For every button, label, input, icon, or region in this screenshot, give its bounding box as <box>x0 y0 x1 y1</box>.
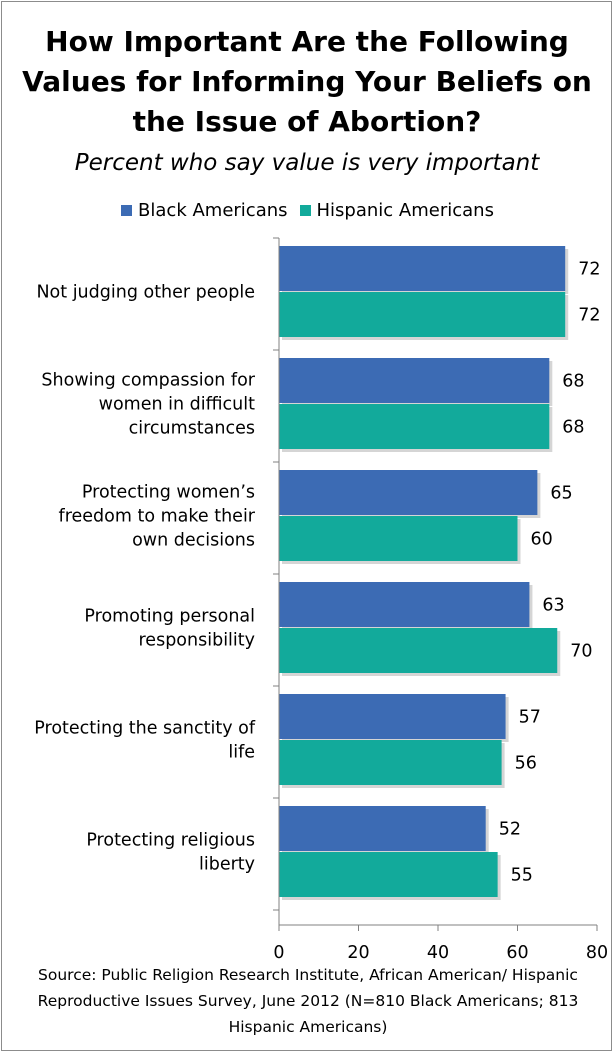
value-label: 57 <box>519 708 541 728</box>
source-note: Source: Public Religion Research Institu… <box>37 966 579 1036</box>
value-label: 52 <box>499 820 521 840</box>
value-label: 68 <box>562 418 584 438</box>
legend-item-black-americans: Black Americans <box>121 200 288 221</box>
bar-hispanic-americans-protecting-women-s-freedom-to-make-their-own-decisions <box>279 516 518 561</box>
legend: Black Americans Hispanic Americans <box>2 200 613 221</box>
value-label: 70 <box>570 642 592 662</box>
x-tick-label: 40 <box>427 943 449 962</box>
bar-hispanic-americans-protecting-religious-liberty <box>279 852 498 897</box>
category-label: own decisions <box>132 531 255 551</box>
category-label: Showing compassion for <box>41 371 255 391</box>
category-label: life <box>228 743 255 763</box>
category-label: women in difficult <box>99 395 255 415</box>
chart-subtitle: Percent who say value is very important <box>74 150 540 176</box>
category-label: freedom to make their <box>59 507 256 527</box>
category-label: responsibility <box>139 631 256 651</box>
legend-label-hispanic-americans: Hispanic Americans <box>316 200 494 221</box>
bar-hispanic-americans-promoting-personal-responsibility <box>279 628 558 673</box>
bar-black-americans-protecting-the-sanctity-of-life <box>279 694 506 739</box>
x-tick-label: 60 <box>506 943 528 962</box>
category-label: liberty <box>199 855 255 875</box>
bar-hispanic-americans-showing-compassion-for-women-in-difficult-circumstances <box>279 404 550 449</box>
chart-title: How Important Are the Following Values f… <box>22 25 592 138</box>
category-label: circumstances <box>129 419 255 439</box>
x-tick-label: 0 <box>273 943 284 962</box>
bar-hispanic-americans-protecting-the-sanctity-of-life <box>279 740 502 785</box>
value-label: 56 <box>515 754 537 774</box>
value-label: 55 <box>511 866 533 886</box>
value-label: 60 <box>531 530 553 550</box>
x-tick-label: 20 <box>347 943 369 962</box>
legend-swatch-hispanic-americans <box>299 205 311 216</box>
value-label: 68 <box>562 372 584 392</box>
category-label: Protecting women’s <box>82 483 255 503</box>
bar-black-americans-protecting-religious-liberty <box>279 806 486 851</box>
category-label: Protecting religious <box>86 831 255 851</box>
value-label: 63 <box>542 596 564 616</box>
value-label: 72 <box>578 306 600 326</box>
category-label: Not judging other people <box>36 283 255 303</box>
category-label: Protecting the sanctity of <box>34 719 256 739</box>
value-label: 72 <box>578 260 600 280</box>
category-label: Promoting personal <box>84 607 255 627</box>
bar-hispanic-americans-not-judging-other-people <box>279 292 566 337</box>
bar-chart-plot: 72 72 Not judging other people 68 68 Showing … <box>34 237 608 962</box>
legend-label-black-americans: Black Americans <box>138 200 288 221</box>
bar-black-americans-promoting-personal-responsibility <box>279 582 530 627</box>
value-label: 65 <box>550 484 572 504</box>
legend-item-hispanic-americans: Hispanic Americans <box>299 200 494 221</box>
legend-swatch-black-americans <box>121 205 133 216</box>
bar-black-americans-not-judging-other-people <box>279 246 566 291</box>
x-tick-label: 80 <box>586 943 608 962</box>
bar-black-americans-showing-compassion-for-women-in-difficult-circumstances <box>279 358 550 403</box>
bar-black-americans-protecting-women-s-freedom-to-make-their-own-decisions <box>279 470 538 515</box>
